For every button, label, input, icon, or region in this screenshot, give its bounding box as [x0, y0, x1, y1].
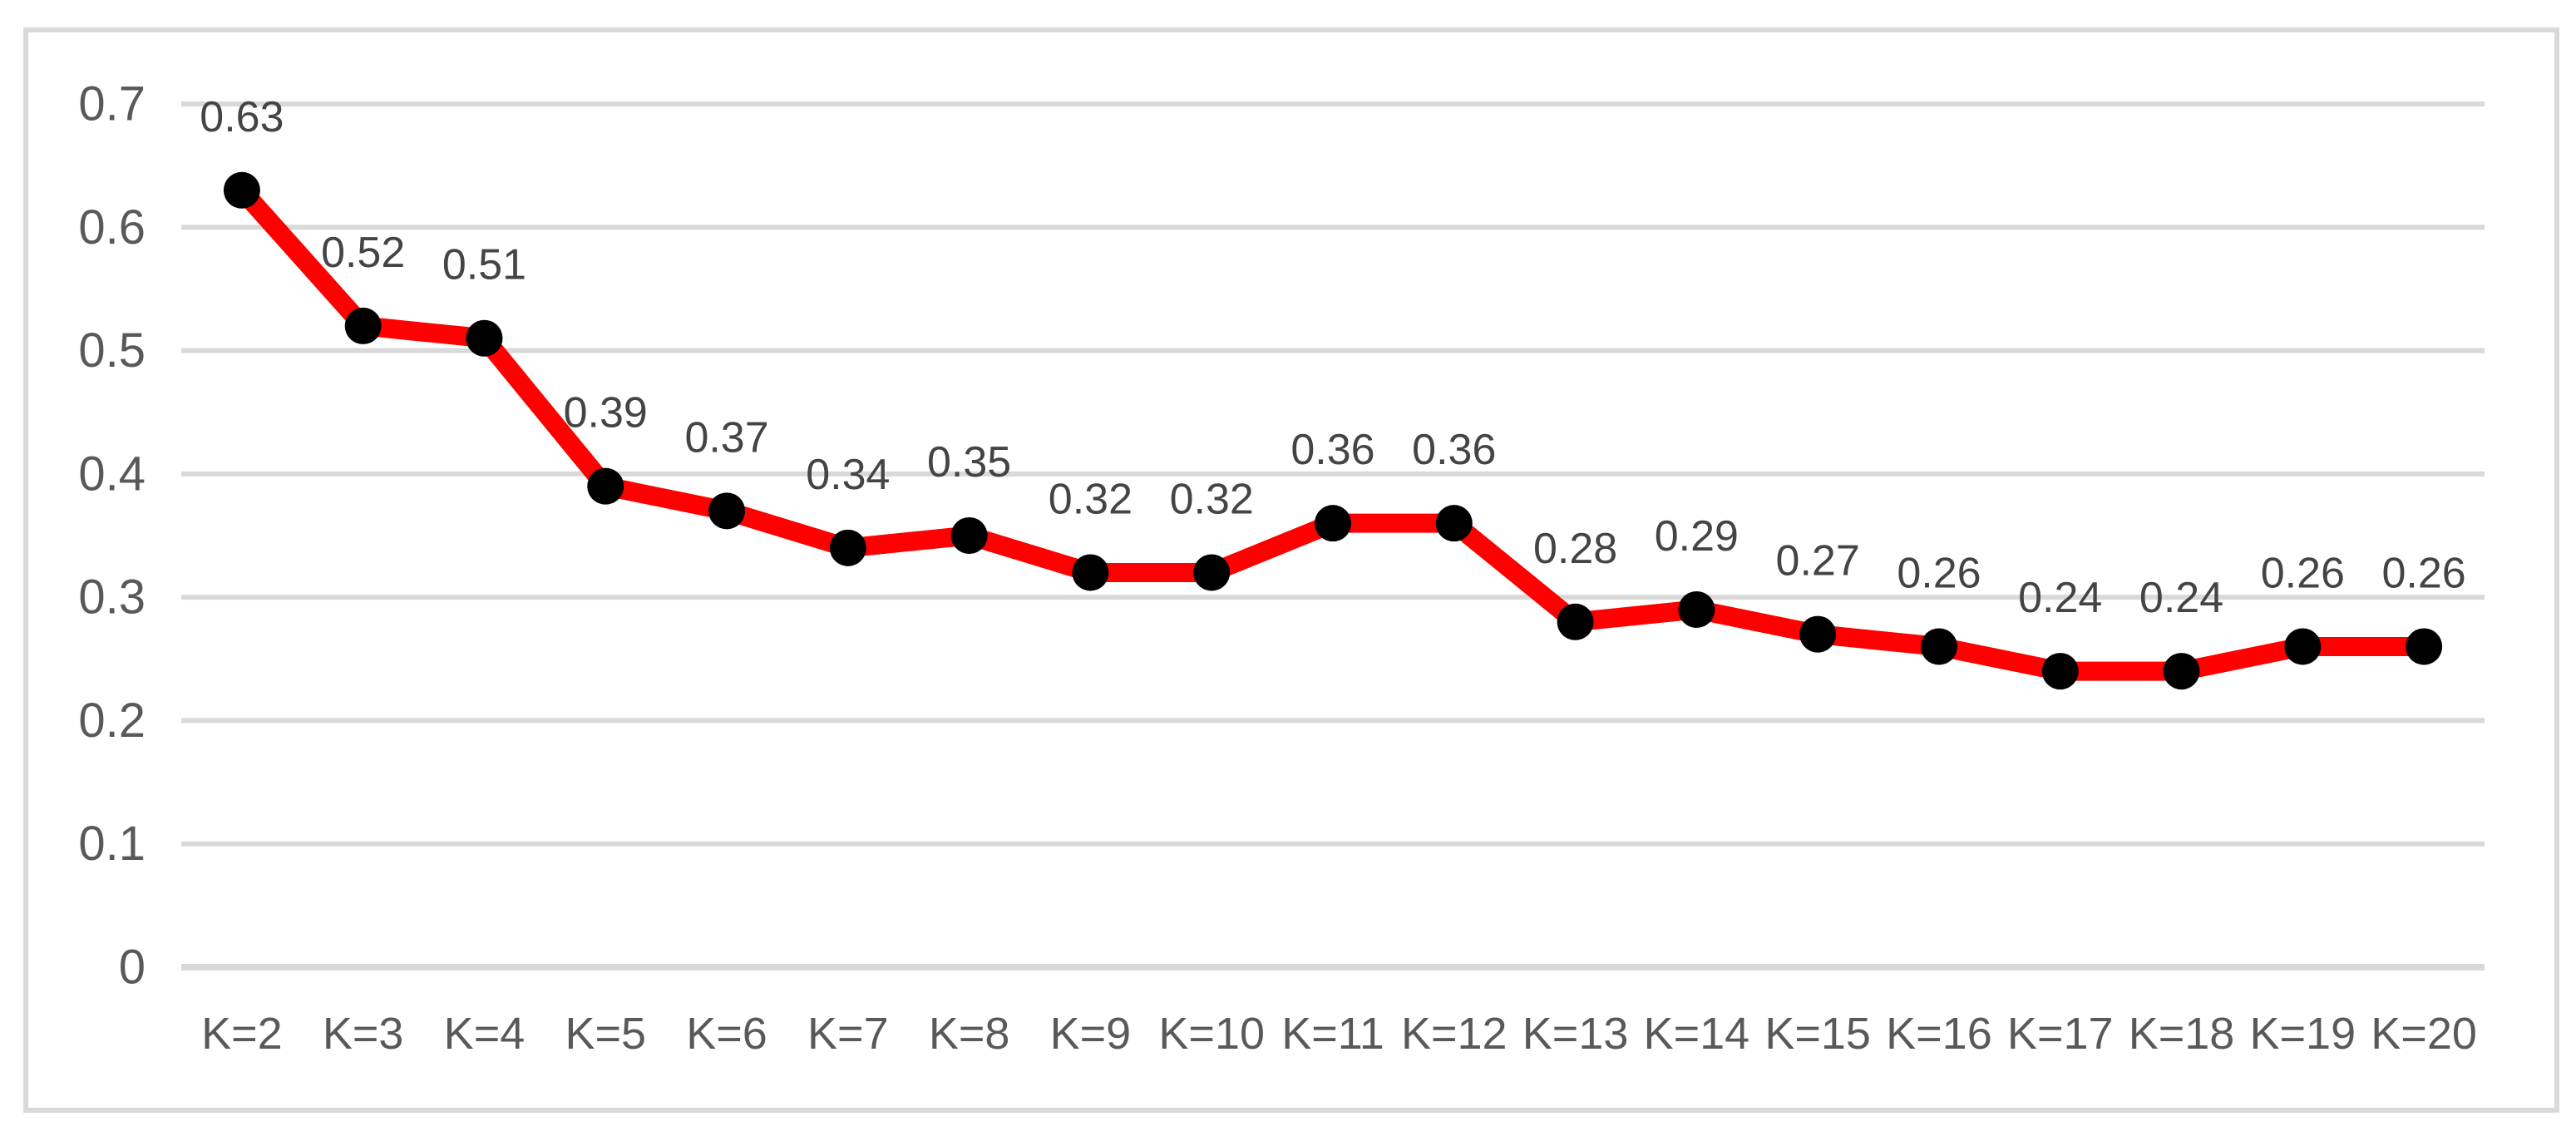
data-point-K=16 [1920, 628, 1957, 665]
data-point-K=10 [1193, 554, 1231, 591]
x-tick-label-K=14: K=14 [1644, 1009, 1750, 1059]
data-label-K=19: 0.26 [2261, 549, 2345, 597]
x-tick-label-K=10: K=10 [1158, 1009, 1265, 1059]
x-tick-label-K=18: K=18 [2129, 1009, 2235, 1059]
y-tick-label-0: 0 [119, 941, 146, 995]
x-tick-label-K=3: K=3 [323, 1009, 404, 1059]
data-label-K=4: 0.51 [442, 241, 526, 289]
y-tick-label-0.2: 0.2 [78, 694, 146, 748]
data-label-K=20: 0.26 [2381, 549, 2465, 597]
x-tick-label-K=8: K=8 [929, 1009, 1010, 1059]
data-point-K=5 [587, 467, 624, 505]
x-tick-label-K=11: K=11 [1281, 1009, 1384, 1059]
x-tick-label-K=4: K=4 [444, 1009, 526, 1059]
chart-frame-border [23, 27, 2559, 1113]
data-label-K=18: 0.24 [2139, 574, 2223, 622]
data-point-K=15 [1799, 615, 1837, 653]
x-tick-label-K=13: K=13 [1522, 1009, 1629, 1059]
data-point-K=20 [2406, 628, 2443, 665]
x-tick-label-K=15: K=15 [1764, 1009, 1871, 1059]
data-label-K=16: 0.26 [1897, 549, 1981, 597]
x-tick-label-K=2: K=2 [201, 1009, 283, 1059]
data-label-K=10: 0.32 [1170, 475, 1254, 523]
data-point-K=9 [1072, 554, 1109, 591]
data-label-K=17: 0.24 [2018, 574, 2102, 622]
y-tick-label-0.1: 0.1 [78, 817, 146, 871]
data-point-K=6 [708, 492, 746, 530]
data-label-K=2: 0.63 [200, 93, 284, 141]
x-tick-label-K=9: K=9 [1050, 1009, 1132, 1059]
data-point-K=19 [2284, 628, 2322, 665]
x-tick-label-K=6: K=6 [686, 1009, 767, 1059]
data-label-K=5: 0.39 [564, 389, 648, 437]
x-tick-label-K=7: K=7 [807, 1009, 889, 1059]
x-tick-label-K=20: K=20 [2371, 1009, 2477, 1059]
data-point-K=18 [2163, 653, 2200, 690]
data-label-K=12: 0.36 [1412, 426, 1496, 474]
data-point-K=3 [344, 307, 382, 344]
data-label-K=13: 0.28 [1533, 525, 1617, 573]
data-label-K=7: 0.34 [806, 451, 890, 499]
data-point-K=17 [2041, 653, 2079, 690]
y-tick-label-0.7: 0.7 [78, 77, 146, 131]
x-tick-label-K=5: K=5 [565, 1009, 646, 1059]
x-tick-label-K=17: K=17 [2007, 1009, 2114, 1059]
data-label-K=9: 0.32 [1049, 475, 1133, 523]
x-tick-label-K=19: K=19 [2250, 1009, 2356, 1059]
x-tick-label-K=12: K=12 [1401, 1009, 1508, 1059]
data-label-K=8: 0.35 [927, 438, 1011, 487]
x-tick-label-K=16: K=16 [1886, 1009, 1992, 1059]
data-point-K=4 [466, 319, 503, 357]
data-label-K=15: 0.27 [1776, 537, 1860, 585]
y-tick-label-0.4: 0.4 [78, 447, 146, 501]
data-point-K=11 [1315, 505, 1351, 542]
y-tick-label-0.6: 0.6 [78, 200, 146, 254]
data-point-K=14 [1678, 590, 1715, 628]
data-point-K=8 [950, 517, 988, 554]
data-label-K=3: 0.52 [321, 229, 405, 277]
y-tick-label-0.5: 0.5 [78, 324, 146, 378]
data-point-K=2 [223, 171, 260, 209]
data-label-K=6: 0.37 [684, 413, 768, 462]
data-point-K=13 [1557, 603, 1594, 640]
data-point-K=12 [1435, 505, 1473, 542]
data-point-K=7 [829, 529, 866, 566]
data-label-K=14: 0.29 [1655, 512, 1739, 561]
data-label-K=11: 0.36 [1290, 426, 1374, 474]
y-tick-label-0.3: 0.3 [78, 570, 146, 625]
